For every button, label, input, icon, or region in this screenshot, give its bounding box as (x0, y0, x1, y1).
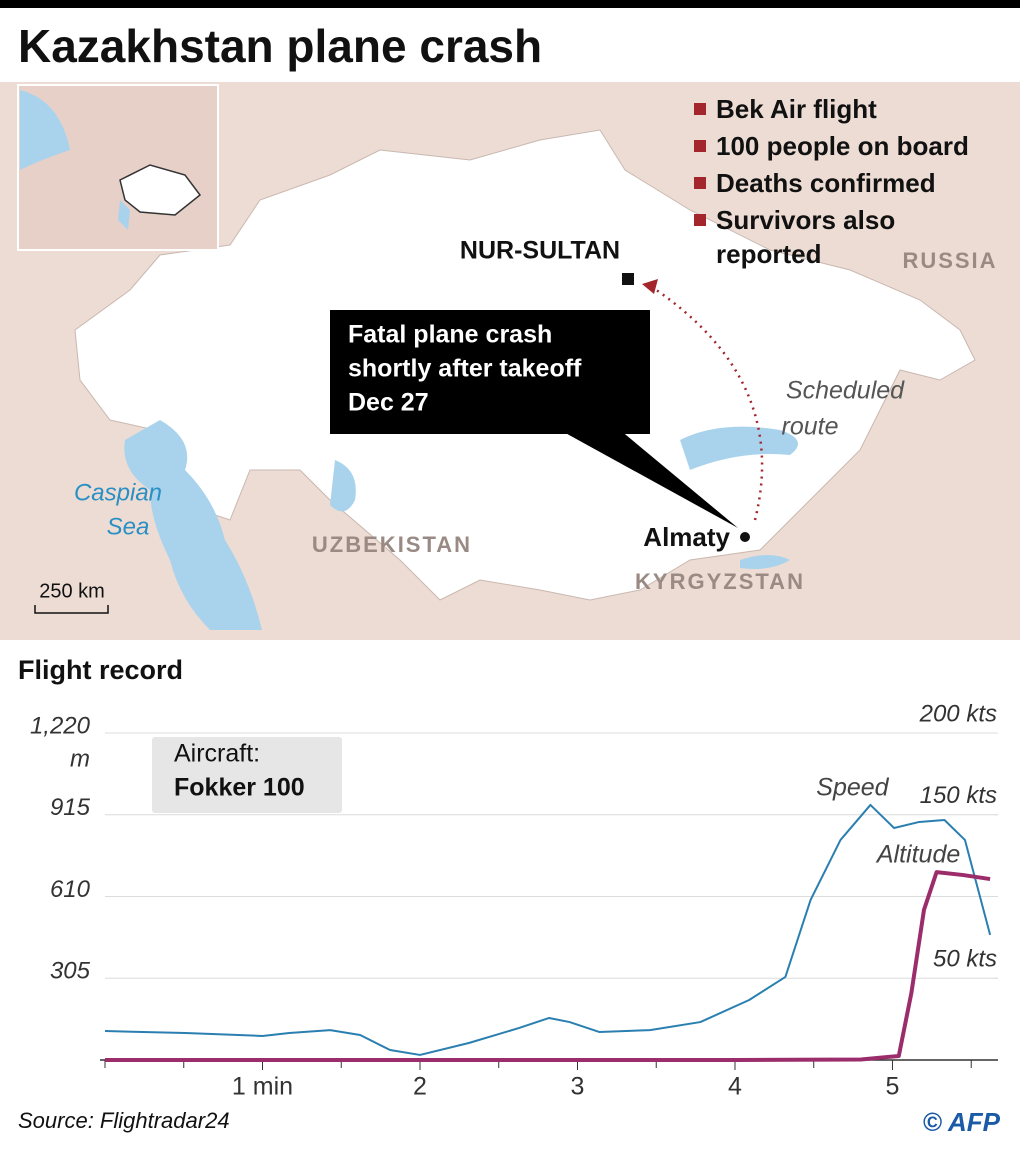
inset-kazakhstan (119, 164, 202, 216)
legend-item: Deaths confirmed (692, 166, 1000, 200)
inset-water (20, 90, 70, 170)
inset-caspian (118, 200, 130, 230)
capital-label: NUR-SULTAN (460, 237, 620, 265)
x-tick-label: 3 (571, 1073, 585, 1101)
scale-bar (34, 605, 109, 614)
country-label: RUSSIA (902, 248, 997, 273)
series-label: Altitude (875, 841, 960, 869)
route-arrow (642, 279, 658, 294)
lake-shape (680, 426, 798, 470)
chart-subtitle: Flight record (18, 655, 183, 685)
y-tick-label: 610 (50, 876, 91, 903)
lake-shape (740, 555, 790, 569)
series-line (105, 870, 991, 1062)
aral-sea-shape (330, 460, 356, 512)
y-tick-label: 305 (50, 958, 91, 985)
y2-tick-label: 50 kts (933, 946, 997, 973)
x-tick-label: 5 (886, 1073, 900, 1101)
x-tick-label: 2 (413, 1073, 427, 1101)
route-label: route (782, 413, 839, 441)
callout-text: shortly after takeoff (348, 355, 582, 383)
series-label: Speed (816, 774, 889, 802)
y2-tick-label: 150 kts (920, 782, 997, 809)
capital-marker (622, 273, 634, 285)
callout-text: Dec 27 (348, 389, 429, 417)
note-text: Aircraft: (174, 740, 260, 768)
legend-item: Bek Air flight (692, 92, 1000, 126)
scale-label: 250 km (39, 580, 105, 602)
note-text: Fokker 100 (174, 774, 305, 802)
country-label: UZBEKISTAN (312, 532, 472, 557)
y-unit: m (70, 745, 90, 772)
caspian-sea-shape (124, 420, 263, 630)
callout-tail (560, 430, 738, 528)
legend: Bek Air flight 100 people on board Death… (692, 92, 1000, 274)
callout-text: Fatal plane crash (348, 321, 552, 349)
city-marker (738, 530, 752, 544)
series-line (104, 803, 992, 1056)
route (651, 285, 764, 521)
credit: © AFP (923, 1107, 1001, 1137)
callout-box (330, 310, 650, 434)
note-box (152, 737, 342, 813)
legend-item: 100 people on board (692, 129, 1000, 163)
y-tick-label: 1,220 (30, 712, 91, 739)
source: Source: Flightradar24 (18, 1108, 230, 1133)
sea-label: Caspian (74, 479, 162, 506)
sea-label: Sea (107, 513, 150, 540)
country-label: KYRGYZSTAN (635, 569, 805, 594)
route-label: Scheduled (786, 377, 905, 405)
title: Kazakhstan plane crash (18, 20, 542, 72)
city-label: Almaty (643, 522, 730, 552)
x-tick-label: 1 min (232, 1073, 293, 1101)
y2-tick-label: 200 kts (919, 700, 997, 727)
legend-item: Survivors also reported (692, 203, 1000, 271)
map: RUSSIA UZBEKISTAN KYRGYZSTAN Caspian Sea… (0, 82, 1020, 640)
top-bar (0, 0, 1020, 8)
x-tick-label: 4 (728, 1073, 742, 1101)
y-tick-label: 915 (50, 794, 91, 821)
